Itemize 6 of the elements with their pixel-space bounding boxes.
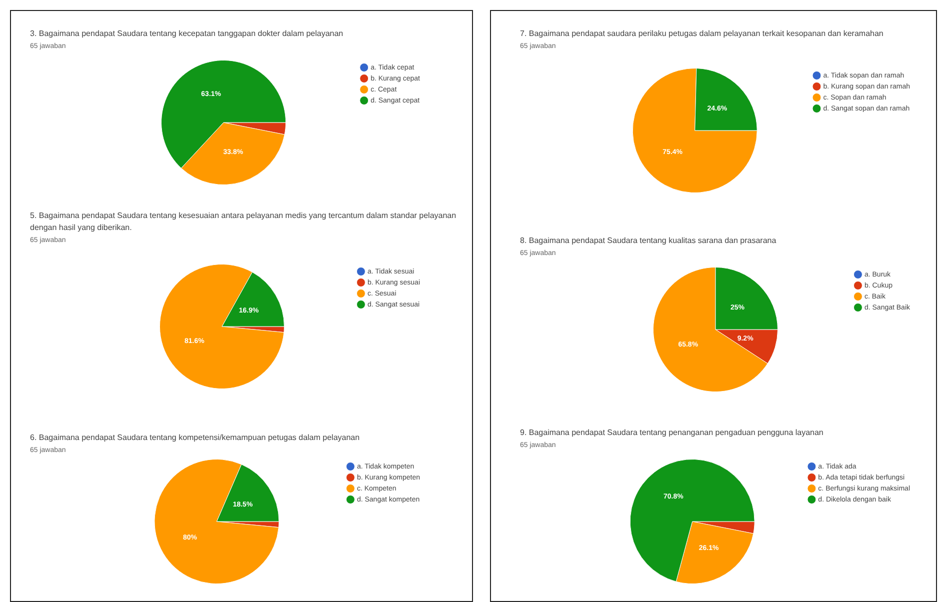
chart-title: 9. Bagaimana pendapat Saudara tentang penanganan pengaduan pengguna layanan bbox=[520, 427, 824, 439]
chart-title: 7. Bagaimana pendapat saudara perilaku petugas dalam pelayanan terkait kesopanan dan keramahan bbox=[520, 28, 884, 40]
chart-title: 5. Bagaimana pendapat Saudara tentang kesesuaian antara pelayanan medis yang tercantum dalam standar pelayanan dengan hasil yang diberikan. bbox=[30, 210, 458, 234]
chart-title: 6. Bagaimana pendapat Saudara tentang kompetensi/kemampuan petugas dalam pelayanan bbox=[30, 432, 361, 444]
chart-title: 8. Bagaimana pendapat Saudara tentang kualitas sarana dan prasarana bbox=[520, 235, 778, 247]
chart-title: 3. Bagaimana pendapat Saudara tentang kecepatan tanggapan dokter dalam pelayanan bbox=[30, 28, 344, 40]
